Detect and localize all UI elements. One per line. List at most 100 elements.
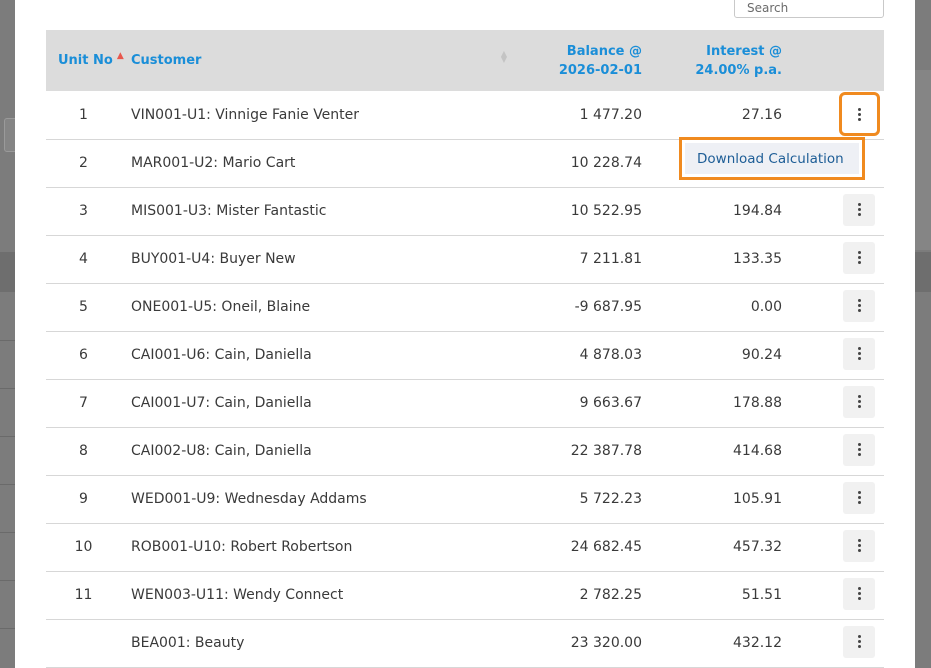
search-input[interactable] [734, 0, 884, 18]
unit-no-cell: 7 [79, 395, 88, 411]
interest-cell: 105.91 [733, 491, 782, 507]
balance-cell: 1 477.20 [579, 106, 642, 123]
unit-no-header-label: Unit No [58, 53, 113, 68]
unit-no-cell: 6 [79, 347, 88, 363]
customer-header-label: Customer [131, 53, 202, 68]
backdrop-left [0, 0, 18, 668]
interest-cell: 432.12 [733, 635, 782, 651]
row-actions-button[interactable] [843, 385, 875, 418]
customer-cell: CAI001-U7: Cain, Daniella [131, 395, 312, 411]
interest-cell: 133.35 [733, 251, 782, 267]
row-actions-button[interactable] [843, 289, 875, 322]
backdrop-divider [0, 628, 15, 629]
unit-no-cell: 8 [79, 443, 88, 459]
kebab-menu-icon [857, 635, 861, 648]
interest-header[interactable]: Interest @ 24.00% p.a. [643, 30, 783, 91]
actions-cell [783, 571, 884, 619]
customer-cell: MAR001-U2: Mario Cart [131, 155, 296, 171]
unit-no-header[interactable]: Unit No ▲ [46, 30, 131, 91]
actions-cell [783, 379, 884, 427]
kebab-menu-icon [857, 347, 861, 360]
row-actions-button[interactable] [843, 241, 875, 274]
kebab-menu-icon [857, 203, 861, 216]
actions-cell [783, 283, 884, 331]
unit-no-cell: 10 [74, 539, 93, 555]
interest-header-line2: 24.00% p.a. [695, 62, 782, 78]
actions-cell [783, 187, 884, 235]
balance-cell: 10 228.74 [570, 155, 642, 171]
interest-header-line1: Interest @ [706, 43, 782, 59]
backdrop-divider [0, 436, 15, 437]
balance-header[interactable]: Balance @ 2026-02-01 [511, 30, 643, 91]
download-calculation-menu-item[interactable]: Download Calculation [685, 143, 859, 174]
actions-header [783, 30, 884, 91]
customer-cell: MIS001-U3: Mister Fantastic [131, 203, 327, 219]
balance-cell: 7 211.81 [579, 251, 642, 267]
interest-cell: 27.16 [741, 106, 782, 123]
balance-cell: 23 320.00 [570, 635, 642, 651]
customer-cell: WED001-U9: Wednesday Addams [131, 491, 367, 507]
actions-cell [783, 331, 884, 379]
unit-no-cell: 9 [79, 491, 88, 507]
customer-cell: ROB001-U10: Robert Robertson [131, 539, 353, 555]
unit-no-cell: 2 [79, 155, 88, 171]
balance-cell: 4 878.03 [579, 347, 642, 363]
customer-cell: CAI002-U8: Cain, Daniella [131, 443, 312, 459]
row-actions-button[interactable] [843, 529, 875, 562]
interest-calculation-modal: Unit No ▲ Customer ▲▼ Balance @ 2026-02-… [15, 0, 915, 668]
backdrop-divider [0, 580, 15, 581]
row-actions-button[interactable] [843, 625, 875, 658]
sort-neutral-icon: ▲ ▼ [500, 49, 507, 64]
balance-header-line2: 2026-02-01 [558, 62, 642, 78]
table-row: BEA001: Beauty 23 320.00 432.12 [46, 619, 884, 667]
table-row: 8 CAI002-U8: Cain, Daniella 22 387.78 414.6… [46, 427, 884, 475]
customer-cell: CAI001-U6: Cain, Daniella [131, 347, 312, 363]
backdrop-right [915, 0, 931, 668]
actions-cell [783, 235, 884, 283]
kebab-menu-icon [858, 107, 861, 121]
kebab-menu-icon [857, 539, 861, 552]
backdrop-band [0, 252, 15, 292]
row-actions-button[interactable] [843, 577, 875, 610]
unit-no-cell: 4 [79, 251, 88, 267]
kebab-menu-icon [857, 395, 861, 408]
table-row: 5 ONE001-U5: Oneil, Blaine -9 687.95 0.00 [46, 283, 884, 331]
actions-cell [783, 427, 884, 475]
table-row: 6 CAI001-U6: Cain, Daniella 4 878.03 90.24 [46, 331, 884, 379]
customer-cell: WEN003-U11: Wendy Connect [131, 587, 344, 603]
backdrop-divider [0, 388, 15, 389]
sort-ascending-icon: ▲ [116, 51, 124, 61]
row-actions-button[interactable] [843, 337, 875, 370]
interest-cell: 194.84 [733, 203, 782, 219]
kebab-menu-icon [857, 251, 861, 264]
row-actions-button[interactable] [843, 481, 875, 514]
row-actions-button[interactable] [843, 193, 875, 226]
customer-cell: BUY001-U4: Buyer New [131, 251, 296, 267]
balance-cell: 10 522.95 [570, 203, 642, 219]
table-row: 11 WEN003-U11: Wendy Connect 2 782.25 51.51 [46, 571, 884, 619]
interest-cell: 51.51 [741, 587, 782, 603]
balance-cell: 22 387.78 [570, 443, 642, 459]
row-actions-dropdown: Download Calculation [679, 137, 865, 180]
actions-cell [783, 91, 884, 139]
interest-cell: 90.24 [741, 347, 782, 363]
table-row: 1 VIN001-U1: Vinnige Fanie Venter 1 477.20… [46, 91, 884, 139]
balance-cell: 24 682.45 [570, 539, 642, 555]
backdrop-panel [915, 70, 931, 250]
unit-no-cell: 3 [79, 203, 88, 219]
customer-cell: ONE001-U5: Oneil, Blaine [131, 299, 311, 315]
interest-cell: 0.00 [750, 299, 782, 315]
kebab-menu-icon [857, 299, 861, 312]
kebab-menu-icon [857, 491, 861, 504]
row-actions-button[interactable] [839, 92, 880, 136]
interest-cell: 414.68 [733, 443, 782, 459]
interest-cell: 178.88 [733, 395, 782, 411]
table-row: 9 WED001-U9: Wednesday Addams 5 722.23 105.… [46, 475, 884, 523]
balance-cell: 9 663.67 [579, 395, 642, 411]
table-header-row: Unit No ▲ Customer ▲ ▼ Balance @ 2026-02-… [46, 30, 884, 91]
balance-header-line1: Balance @ [566, 43, 642, 59]
actions-cell [783, 475, 884, 523]
table-row: 10 ROB001-U10: Robert Robertson 24 682.45 4… [46, 523, 884, 571]
customer-header[interactable]: Customer ▲ ▼ [131, 30, 511, 91]
row-actions-button[interactable] [843, 433, 875, 466]
